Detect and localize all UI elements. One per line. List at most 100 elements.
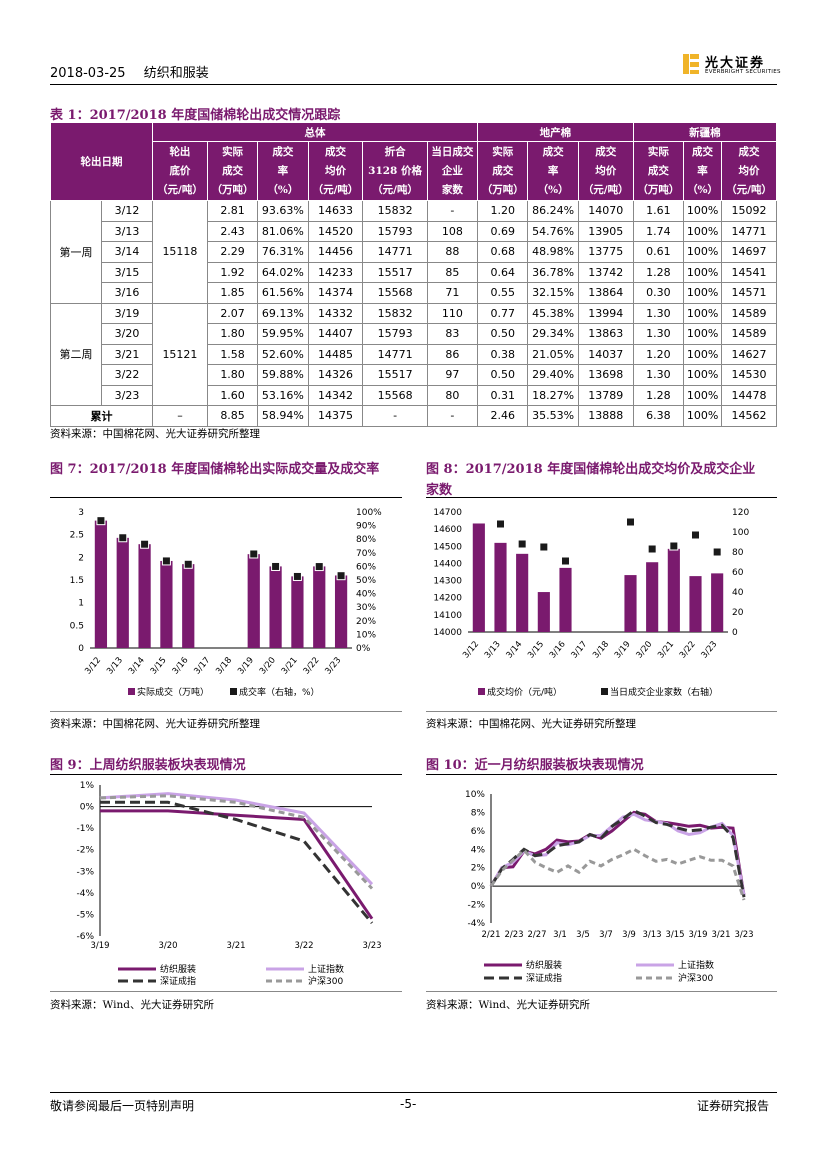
x-tick-label: 3/15: [665, 930, 684, 940]
table-cell: 14541: [721, 261, 777, 283]
week-label: 第二周: [50, 302, 102, 406]
table-cell: 15793: [362, 323, 428, 345]
table-cell: 14326: [307, 364, 364, 386]
x-tick-label: 3/9: [622, 930, 636, 940]
table-cell: 14342: [307, 384, 364, 406]
legend-label: 上证指数: [308, 963, 344, 975]
y-tick-label: -4%: [76, 889, 94, 899]
group-header-total: 总体: [151, 122, 479, 142]
y-tick-label: 0%: [471, 882, 486, 892]
marker: [183, 559, 193, 569]
y-tick-label: -1%: [76, 824, 94, 834]
total-cell: 6.38: [632, 405, 685, 427]
y2-tick-label: 80%: [356, 535, 376, 545]
x-tick-label: 3/5: [576, 930, 590, 940]
date-cell: 3/16: [101, 282, 153, 304]
table-row: 第二周 3/19 15121 2.07 69.13% 14332 15832 110 0.77 4…: [50, 302, 777, 406]
table-cell: 32.15%: [527, 282, 579, 304]
x-tick-label: 3/19: [613, 640, 633, 661]
table-cell: 14037: [577, 343, 634, 365]
table-cell: 1.92: [206, 261, 259, 283]
y2-tick-label: 30%: [356, 603, 376, 613]
table-cell: 2.43: [206, 220, 259, 242]
x-tick-label: 3/19: [236, 656, 256, 677]
date-cell: 3/21: [101, 343, 153, 365]
y2-tick-label: 40: [732, 588, 744, 598]
date-cell: 3/20: [101, 323, 153, 345]
page-header: 2018-03-25 纺织和服装: [50, 62, 223, 81]
table-cell: 14407: [307, 323, 364, 345]
table-cell: 13775: [577, 241, 634, 263]
marker: [292, 571, 302, 581]
table-cell: 14697: [721, 241, 777, 263]
y-tick-label: 10%: [465, 790, 485, 800]
y-tick-label: 4%: [471, 845, 486, 855]
marker: [669, 541, 679, 551]
table-cell: 1.20: [477, 200, 529, 222]
table-cell: 2.29: [206, 241, 259, 263]
x-tick-label: 3/19: [688, 930, 707, 940]
table-cell: 14589: [721, 302, 777, 324]
date-cell: 3/12: [101, 200, 153, 222]
total-cell: -: [426, 405, 479, 427]
x-tick-label: 3/16: [171, 656, 191, 677]
bar: [160, 560, 173, 648]
table-cell: 14771: [362, 241, 428, 263]
table-cell: 1.30: [632, 323, 685, 345]
cotton-auction-table: 轮出日期 总体 地产棉 新疆棉 轮出 底价 （元/吨） 实际 成交 （万吨） 成交率（%）成…: [50, 122, 778, 427]
x-tick-label: 3/21: [280, 656, 300, 677]
table-cell: 15832: [362, 200, 428, 222]
table-cell: -: [426, 200, 479, 222]
y2-tick-label: 90%: [356, 522, 376, 532]
col-header: 成交率（%）: [683, 141, 723, 201]
col-header: 当日成交 企业 家数: [426, 141, 479, 201]
y-tick-label: -2%: [76, 846, 94, 856]
x-tick-label: 3/23: [700, 640, 720, 661]
legend-label: 沪深300: [678, 972, 713, 984]
bar: [624, 575, 637, 632]
legend-label: 上证指数: [678, 959, 714, 971]
table-cell: 0.55: [477, 282, 529, 304]
fig9-rule: [50, 774, 402, 775]
bar: [516, 553, 529, 632]
legend-swatch: [478, 688, 485, 695]
y-tick-label: -2%: [467, 901, 485, 911]
table-cell: 86.24%: [527, 200, 579, 222]
table-cell: 15568: [362, 384, 428, 406]
y2-tick-label: 20%: [356, 617, 376, 627]
table-cell: 14332: [307, 302, 364, 324]
total-cell: 100%: [683, 405, 723, 427]
y2-tick-label: 10%: [356, 630, 376, 640]
table-cell: 36.78%: [527, 261, 579, 283]
fig8-rule: [426, 497, 777, 498]
bar: [472, 523, 485, 632]
table-cell: 0.68: [477, 241, 529, 263]
y-tick-label: -6%: [76, 932, 94, 942]
y2-tick-label: 100: [732, 528, 749, 538]
y-tick-label: 1: [78, 599, 84, 609]
series-line: [100, 809, 374, 920]
col-header: 成交率（%）: [257, 141, 309, 201]
marker: [539, 542, 549, 552]
x-tick-label: 3/23: [323, 656, 343, 677]
legend-label: 当日成交企业家数（右轴）: [610, 686, 718, 698]
footer-report-type: 证券研究报告: [697, 1099, 770, 1113]
fig7-rule: [50, 497, 402, 498]
table-row: 第一周 3/12 15118 2.81 93.63% 14633 15832-1.20 86.…: [50, 200, 777, 304]
table-cell: 100%: [683, 302, 723, 324]
x-tick-label: 3/19: [90, 941, 109, 951]
bar: [116, 537, 129, 648]
marker: [140, 539, 150, 549]
bar: [182, 564, 195, 648]
x-tick-label: 3/14: [505, 640, 525, 661]
table-row: 3/23 1.60 53.16% 14342 15568 80 0.31 18.27% 1378…: [51, 384, 777, 406]
table-cell: 1.30: [632, 364, 685, 386]
logo-text-cn: 光大证券: [705, 56, 766, 71]
total-cell: -: [362, 405, 428, 427]
bar: [313, 566, 326, 648]
table-cell: 14478: [721, 384, 777, 406]
table-cell: 14485: [307, 343, 364, 365]
table-cell: 14589: [721, 323, 777, 345]
table-row: 3/20 1.80 59.95% 14407 15793 83 0.50 29.34% 1386…: [51, 323, 777, 345]
table-cell: 100%: [683, 241, 723, 263]
